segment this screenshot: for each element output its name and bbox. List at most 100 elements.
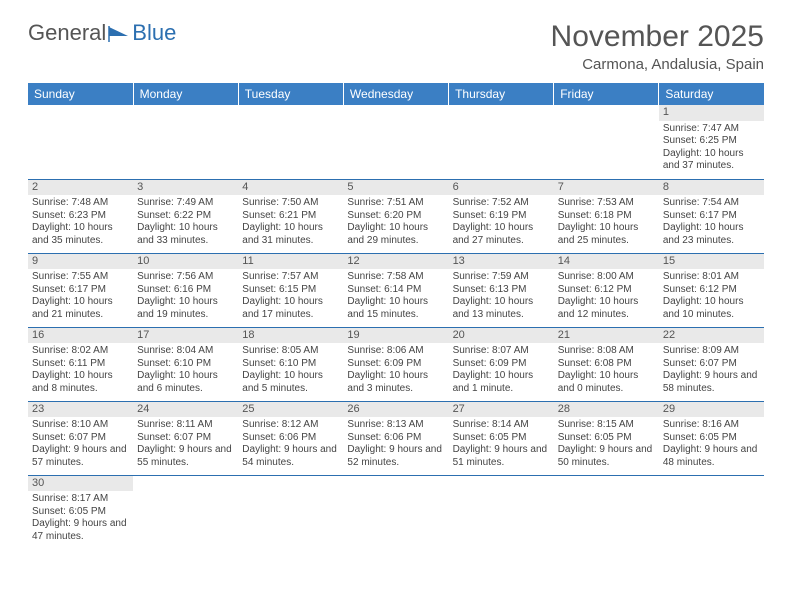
sunrise-text: Sunrise: 7:53 AM <box>558 197 655 210</box>
calendar-day-cell: 10Sunrise: 7:56 AMSunset: 6:16 PMDayligh… <box>133 253 238 327</box>
sunset-text: Sunset: 6:17 PM <box>32 284 129 297</box>
sunset-text: Sunset: 6:14 PM <box>347 284 444 297</box>
daylight-text: Daylight: 9 hours and 52 minutes. <box>347 444 444 469</box>
calendar-day-cell: 21Sunrise: 8:08 AMSunset: 6:08 PMDayligh… <box>554 327 659 401</box>
calendar-day-cell: 17Sunrise: 8:04 AMSunset: 6:10 PMDayligh… <box>133 327 238 401</box>
logo-text-2: Blue <box>132 20 176 46</box>
calendar-day-cell: 13Sunrise: 7:59 AMSunset: 6:13 PMDayligh… <box>449 253 554 327</box>
day-details: Sunrise: 7:50 AMSunset: 6:21 PMDaylight:… <box>242 197 339 247</box>
day-details: Sunrise: 7:59 AMSunset: 6:13 PMDaylight:… <box>453 271 550 321</box>
calendar-day-cell: 29Sunrise: 8:16 AMSunset: 6:05 PMDayligh… <box>659 401 764 475</box>
sunset-text: Sunset: 6:06 PM <box>347 432 444 445</box>
title-block: November 2025 Carmona, Andalusia, Spain <box>551 20 764 73</box>
day-number: 22 <box>659 328 764 344</box>
daylight-text: Daylight: 10 hours and 1 minute. <box>453 370 550 395</box>
calendar-day-cell: 14Sunrise: 8:00 AMSunset: 6:12 PMDayligh… <box>554 253 659 327</box>
calendar-day-cell <box>449 105 554 179</box>
sunset-text: Sunset: 6:23 PM <box>32 210 129 223</box>
logo-text-1: General <box>28 20 106 46</box>
sunset-text: Sunset: 6:05 PM <box>32 506 129 519</box>
calendar-day-cell: 20Sunrise: 8:07 AMSunset: 6:09 PMDayligh… <box>449 327 554 401</box>
day-number: 15 <box>659 254 764 270</box>
sunset-text: Sunset: 6:17 PM <box>663 210 760 223</box>
sunrise-text: Sunrise: 7:48 AM <box>32 197 129 210</box>
sunset-text: Sunset: 6:06 PM <box>242 432 339 445</box>
calendar-day-cell <box>238 475 343 549</box>
calendar-day-cell: 1Sunrise: 7:47 AMSunset: 6:25 PMDaylight… <box>659 105 764 179</box>
sunset-text: Sunset: 6:25 PM <box>663 135 760 148</box>
daylight-text: Daylight: 10 hours and 35 minutes. <box>32 222 129 247</box>
day-number: 21 <box>554 328 659 344</box>
day-details: Sunrise: 8:00 AMSunset: 6:12 PMDaylight:… <box>558 271 655 321</box>
day-details: Sunrise: 7:48 AMSunset: 6:23 PMDaylight:… <box>32 197 129 247</box>
calendar-day-cell <box>659 475 764 549</box>
day-details: Sunrise: 8:14 AMSunset: 6:05 PMDaylight:… <box>453 419 550 469</box>
daylight-text: Daylight: 10 hours and 15 minutes. <box>347 296 444 321</box>
sunrise-text: Sunrise: 8:11 AM <box>137 419 234 432</box>
sunset-text: Sunset: 6:10 PM <box>242 358 339 371</box>
daylight-text: Daylight: 10 hours and 6 minutes. <box>137 370 234 395</box>
daylight-text: Daylight: 10 hours and 29 minutes. <box>347 222 444 247</box>
day-number: 20 <box>449 328 554 344</box>
day-details: Sunrise: 8:11 AMSunset: 6:07 PMDaylight:… <box>137 419 234 469</box>
calendar-day-cell: 26Sunrise: 8:13 AMSunset: 6:06 PMDayligh… <box>343 401 448 475</box>
calendar-day-cell: 18Sunrise: 8:05 AMSunset: 6:10 PMDayligh… <box>238 327 343 401</box>
title-month: November 2025 <box>551 20 764 54</box>
sunrise-text: Sunrise: 8:00 AM <box>558 271 655 284</box>
calendar-week-row: 2Sunrise: 7:48 AMSunset: 6:23 PMDaylight… <box>28 179 764 253</box>
calendar-day-cell <box>449 475 554 549</box>
daylight-text: Daylight: 10 hours and 27 minutes. <box>453 222 550 247</box>
sunrise-text: Sunrise: 8:02 AM <box>32 345 129 358</box>
daylight-text: Daylight: 9 hours and 55 minutes. <box>137 444 234 469</box>
day-details: Sunrise: 8:17 AMSunset: 6:05 PMDaylight:… <box>32 493 129 543</box>
calendar-day-cell <box>554 105 659 179</box>
calendar-day-cell <box>343 475 448 549</box>
sunrise-text: Sunrise: 8:08 AM <box>558 345 655 358</box>
day-details: Sunrise: 8:16 AMSunset: 6:05 PMDaylight:… <box>663 419 760 469</box>
calendar-day-cell: 19Sunrise: 8:06 AMSunset: 6:09 PMDayligh… <box>343 327 448 401</box>
calendar-day-cell <box>133 105 238 179</box>
sunset-text: Sunset: 6:13 PM <box>453 284 550 297</box>
day-number: 2 <box>28 180 133 196</box>
calendar-day-cell: 23Sunrise: 8:10 AMSunset: 6:07 PMDayligh… <box>28 401 133 475</box>
day-number: 9 <box>28 254 133 270</box>
sunset-text: Sunset: 6:21 PM <box>242 210 339 223</box>
daylight-text: Daylight: 10 hours and 19 minutes. <box>137 296 234 321</box>
daylight-text: Daylight: 9 hours and 54 minutes. <box>242 444 339 469</box>
sunrise-text: Sunrise: 8:10 AM <box>32 419 129 432</box>
sunrise-text: Sunrise: 7:54 AM <box>663 197 760 210</box>
sunrise-text: Sunrise: 8:04 AM <box>137 345 234 358</box>
sunset-text: Sunset: 6:16 PM <box>137 284 234 297</box>
calendar-day-cell: 16Sunrise: 8:02 AMSunset: 6:11 PMDayligh… <box>28 327 133 401</box>
sunrise-text: Sunrise: 8:05 AM <box>242 345 339 358</box>
logo: General Blue <box>28 20 176 46</box>
sunset-text: Sunset: 6:12 PM <box>663 284 760 297</box>
weekday-header: Monday <box>133 83 238 105</box>
day-details: Sunrise: 8:01 AMSunset: 6:12 PMDaylight:… <box>663 271 760 321</box>
daylight-text: Daylight: 9 hours and 48 minutes. <box>663 444 760 469</box>
daylight-text: Daylight: 10 hours and 12 minutes. <box>558 296 655 321</box>
sunrise-text: Sunrise: 8:06 AM <box>347 345 444 358</box>
day-details: Sunrise: 8:12 AMSunset: 6:06 PMDaylight:… <box>242 419 339 469</box>
sunrise-text: Sunrise: 7:50 AM <box>242 197 339 210</box>
flag-icon <box>106 20 132 46</box>
day-details: Sunrise: 7:49 AMSunset: 6:22 PMDaylight:… <box>137 197 234 247</box>
sunset-text: Sunset: 6:12 PM <box>558 284 655 297</box>
calendar-day-cell: 22Sunrise: 8:09 AMSunset: 6:07 PMDayligh… <box>659 327 764 401</box>
sunset-text: Sunset: 6:09 PM <box>347 358 444 371</box>
sunrise-text: Sunrise: 8:17 AM <box>32 493 129 506</box>
calendar-day-cell: 8Sunrise: 7:54 AMSunset: 6:17 PMDaylight… <box>659 179 764 253</box>
day-details: Sunrise: 7:58 AMSunset: 6:14 PMDaylight:… <box>347 271 444 321</box>
daylight-text: Daylight: 9 hours and 51 minutes. <box>453 444 550 469</box>
sunrise-text: Sunrise: 8:15 AM <box>558 419 655 432</box>
day-number: 24 <box>133 402 238 418</box>
day-number: 3 <box>133 180 238 196</box>
day-details: Sunrise: 8:15 AMSunset: 6:05 PMDaylight:… <box>558 419 655 469</box>
day-details: Sunrise: 7:57 AMSunset: 6:15 PMDaylight:… <box>242 271 339 321</box>
sunset-text: Sunset: 6:07 PM <box>663 358 760 371</box>
daylight-text: Daylight: 10 hours and 37 minutes. <box>663 148 760 173</box>
day-details: Sunrise: 8:04 AMSunset: 6:10 PMDaylight:… <box>137 345 234 395</box>
weekday-header: Sunday <box>28 83 133 105</box>
calendar-day-cell <box>133 475 238 549</box>
daylight-text: Daylight: 9 hours and 47 minutes. <box>32 518 129 543</box>
